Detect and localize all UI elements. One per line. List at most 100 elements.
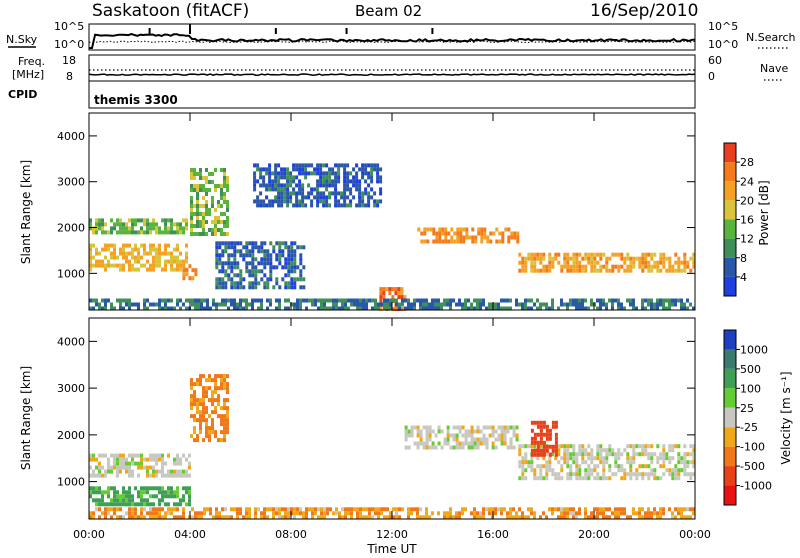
heatmap-cell: [176, 502, 179, 507]
heatmap-cell: [434, 298, 437, 303]
heatmap-cell: [545, 460, 549, 465]
heatmap-cell: [524, 476, 528, 481]
heatmap-cell: [116, 461, 119, 466]
heatmap-cell: [629, 264, 633, 269]
heatmap-cell: [650, 511, 653, 516]
heatmap-cell: [662, 306, 665, 311]
heatmap-cell: [268, 179, 272, 184]
heatmap-cell: [107, 230, 110, 235]
heatmap-cell: [98, 302, 101, 307]
heatmap-cell: [512, 425, 516, 430]
heatmap-cell: [668, 264, 672, 269]
heatmap-cell: [653, 260, 657, 265]
heatmap-cell: [268, 199, 272, 204]
heatmap-cell: [483, 231, 487, 236]
heatmap-cell: [170, 222, 173, 227]
heatmap-cell: [449, 302, 452, 307]
heatmap-cell: [202, 414, 205, 419]
heatmap-cell: [343, 191, 347, 196]
heatmap-cell: [152, 302, 155, 307]
heatmap-cell: [173, 259, 176, 264]
heatmap-cell: [683, 464, 687, 469]
heatmap-cell: [575, 252, 579, 257]
heatmap-cell: [257, 281, 261, 286]
heatmap-cell: [128, 494, 131, 499]
heatmap-cell: [205, 422, 208, 427]
heatmap-cell: [248, 273, 252, 278]
heatmap-cell: [223, 382, 226, 387]
heatmap-cell: [596, 456, 600, 461]
heatmap-cell: [404, 433, 408, 438]
heatmap-cell: [230, 253, 234, 258]
heatmap-cell: [605, 460, 609, 465]
heatmap-cell: [161, 469, 164, 474]
heatmap-cell: [379, 295, 383, 300]
heatmap-cell: [373, 203, 377, 208]
colorbar-segment: [724, 349, 736, 369]
heatmap-cell: [230, 245, 234, 250]
heatmap-cell: [560, 444, 564, 449]
heatmap-cell: [337, 171, 341, 176]
heatmap-cell: [128, 515, 131, 520]
heatmap-cell: [470, 437, 474, 442]
heatmap-cell: [209, 306, 212, 311]
heatmap-cell: [456, 231, 460, 236]
heatmap-cell: [214, 220, 217, 224]
heatmap-cell: [146, 259, 149, 264]
heatmap-cell: [623, 511, 626, 516]
heatmap-cell: [263, 281, 267, 286]
heatmap-cell: [566, 464, 570, 469]
heatmap-cell: [450, 239, 454, 244]
heatmap-cell: [353, 507, 356, 512]
heatmap-cell: [182, 473, 185, 478]
heatmap-cell: [223, 406, 226, 411]
heatmap-cell: [196, 438, 199, 443]
heatmap-cell: [397, 287, 401, 292]
heatmap-cell: [206, 507, 209, 512]
heatmap-cell: [641, 472, 645, 477]
heatmap-cell: [596, 452, 600, 457]
heatmap-cell: [629, 468, 633, 473]
heatmap-cell: [398, 302, 401, 307]
heatmap-cell: [605, 452, 609, 457]
heatmap-cell: [515, 433, 519, 438]
heatmap-cell: [614, 464, 618, 469]
heatmap-cell: [428, 515, 431, 520]
heatmap-cell: [89, 465, 92, 470]
heatmap-cell: [397, 295, 401, 300]
heatmap-cell: [629, 444, 633, 449]
heatmap-cell: [161, 498, 164, 503]
heatmap-cell: [653, 306, 656, 311]
heatmap-cell: [551, 468, 555, 473]
heatmap-cell: [581, 256, 585, 261]
heatmap-cell: [551, 424, 555, 429]
heatmap-cell: [92, 453, 95, 458]
heatmap-cell: [302, 265, 306, 270]
heatmap-cell: [230, 261, 234, 266]
heatmap-cell: [554, 448, 558, 453]
heatmap-cell: [190, 208, 193, 212]
heatmap-cell: [569, 507, 572, 512]
heatmap-cell: [149, 511, 152, 516]
heatmap-cell: [221, 253, 225, 258]
colorbar-tick-label: 8: [740, 252, 747, 265]
heatmap-cell: [220, 228, 223, 232]
heatmap-cell: [260, 511, 263, 516]
heatmap-cell: [368, 298, 371, 303]
cpid-value: themis 3300: [94, 93, 178, 107]
heatmap-cell: [659, 511, 662, 516]
heatmap-cell: [107, 461, 110, 466]
heatmap-cell: [605, 256, 609, 261]
heatmap-cell: [500, 429, 504, 434]
heatmap-cell: [331, 167, 335, 172]
heatmap-cell: [662, 298, 665, 303]
heatmap-cell: [161, 298, 164, 303]
heatmap-cell: [350, 507, 353, 512]
heatmap-cell: [194, 511, 197, 516]
heatmap-cell: [578, 464, 582, 469]
heatmap-cell: [450, 235, 454, 240]
heatmap-cell: [305, 507, 308, 512]
heatmap-cell: [259, 171, 263, 176]
heatmap-cell: [407, 306, 410, 311]
heatmap-cell: [182, 230, 185, 235]
